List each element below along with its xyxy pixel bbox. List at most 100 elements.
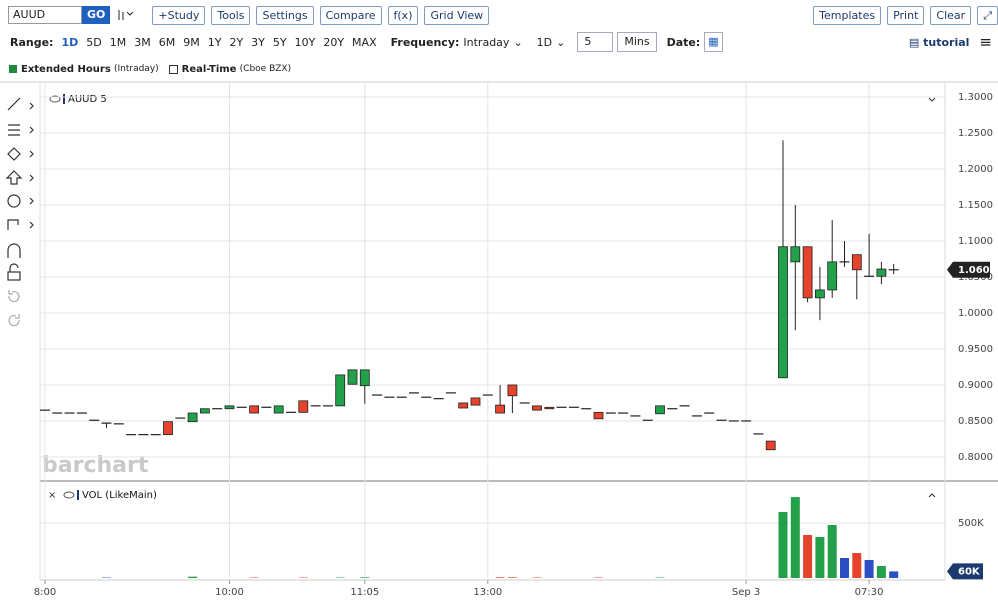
- close-icon[interactable]: ×: [48, 490, 56, 501]
- interval-input[interactable]: 5: [577, 32, 614, 52]
- candle-body: [765, 440, 776, 451]
- candle-body: [544, 406, 555, 410]
- tutorial-link[interactable]: ▤ tutorial: [908, 35, 970, 49]
- x-tick-label: Sep 3: [732, 587, 760, 598]
- range-option[interactable]: 20Y: [323, 35, 345, 49]
- series-title: AUUD 5: [68, 94, 107, 105]
- symbol-input[interactable]: AUUD: [8, 6, 82, 24]
- last-price-tag: [947, 261, 990, 278]
- volume-title: VOL (LikeMain): [82, 490, 157, 501]
- range-option[interactable]: 1M: [109, 35, 127, 49]
- x-tick-label: 07:30: [855, 587, 884, 598]
- volume-bar: [188, 576, 198, 578]
- range-option[interactable]: 10Y: [294, 35, 316, 49]
- date-picker[interactable]: ▦: [704, 32, 723, 52]
- period-select[interactable]: 1D: [536, 35, 553, 49]
- go-button[interactable]: GO: [82, 6, 111, 24]
- eye-icon[interactable]: [63, 491, 75, 499]
- tutorial-text[interactable]: tutorial: [923, 35, 970, 49]
- y-tick-label: 1.2000: [958, 164, 993, 175]
- candle-body: [876, 268, 887, 277]
- range-option[interactable]: 1Y: [207, 35, 222, 49]
- tool-arrow[interactable]: [29, 197, 34, 205]
- range-bar: Range: 1D 5D 1M 3M 6M 9M 1Y 2Y 3Y 5Y 10Y 20Y MAX Fre…: [0, 32, 998, 52]
- toolbar-button[interactable]: Settings: [256, 5, 314, 25]
- button-group: +Study Tools Settings Compare f(x) Grid View: [152, 5, 495, 25]
- candle-body: [187, 412, 198, 423]
- x-tick-label: 11:05: [350, 587, 379, 598]
- tool-arrow[interactable]: [29, 126, 34, 134]
- range-option[interactable]: 3Y: [251, 35, 265, 49]
- volume-bar: [827, 525, 837, 578]
- series-marker: [77, 490, 79, 500]
- tool-undo[interactable]: [8, 290, 20, 303]
- tool-annotation[interactable]: [5, 170, 23, 185]
- candle-body: [532, 405, 542, 411]
- legend: Extended Hours (Intraday) Real-Time (Cbo…: [0, 60, 998, 78]
- range-option[interactable]: 5D: [86, 35, 102, 49]
- range-option[interactable]: 6M: [158, 35, 176, 49]
- volume-bar: [790, 497, 800, 578]
- date-label: Date:: [666, 35, 701, 49]
- collapse-icon[interactable]: [928, 97, 936, 102]
- range-option[interactable]: 3M: [134, 35, 151, 49]
- toolbar-button[interactable]: Compare: [319, 5, 382, 25]
- toolbar-button[interactable]: Tools: [211, 5, 251, 25]
- menu-icon[interactable]: ≡: [979, 33, 992, 51]
- legend-extended-note: (Intraday): [113, 64, 159, 74]
- tool-fib[interactable]: [8, 124, 20, 136]
- eye-icon[interactable]: [49, 95, 61, 103]
- range-option[interactable]: MAX: [352, 35, 377, 49]
- tool-arrow[interactable]: [29, 174, 34, 182]
- tool-arrow[interactable]: [29, 102, 34, 110]
- tool-magnet[interactable]: [7, 243, 21, 258]
- tool-line[interactable]: [7, 97, 21, 111]
- last-volume-label: 60K: [958, 566, 981, 577]
- toolbar-button[interactable]: Templates: [813, 5, 882, 25]
- toolbar-button[interactable]: f(x): [387, 5, 419, 25]
- range-option[interactable]: 2Y: [229, 35, 244, 49]
- candle-body: [827, 261, 838, 291]
- tool-arrow[interactable]: [29, 150, 34, 158]
- candle-body: [778, 246, 788, 379]
- candle-body: [507, 384, 518, 397]
- candle-body: [655, 405, 665, 415]
- frequency-label: Frequency:: [390, 35, 460, 49]
- expand-icon[interactable]: [928, 493, 936, 498]
- volume-bar: [889, 571, 899, 578]
- candle-body: [199, 408, 210, 414]
- y-tick-label: 1.0000: [958, 308, 993, 319]
- range-option[interactable]: 1D: [61, 35, 79, 49]
- toolbar-button[interactable]: Print: [887, 5, 925, 25]
- y-tick-label: 0.8500: [958, 416, 993, 427]
- tool-lock-shackle[interactable]: [9, 263, 19, 272]
- y-tick-label: 1.1000: [958, 236, 993, 247]
- toolbar-button[interactable]: Clear: [930, 5, 972, 25]
- candle-body: [458, 402, 469, 409]
- volume-bar: [778, 512, 788, 578]
- toolbar-button[interactable]: +Study: [152, 5, 206, 25]
- drawing-tools[interactable]: [5, 97, 34, 327]
- y-tick-label: 0.9000: [958, 380, 993, 391]
- frequency-select[interactable]: Intraday: [463, 35, 510, 49]
- tool-arrow[interactable]: [29, 221, 34, 229]
- y-tick-label: 500K: [958, 518, 984, 529]
- tool-shape[interactable]: [7, 147, 21, 161]
- range-option[interactable]: 5Y: [272, 35, 287, 49]
- y-tick-label: 1.2500: [958, 128, 993, 139]
- interval-unit: Mins: [617, 32, 657, 52]
- tool-lock[interactable]: [7, 271, 21, 281]
- candle-body: [851, 254, 862, 271]
- fullscreen-button[interactable]: ⤢: [977, 5, 998, 25]
- range-option[interactable]: 9M: [183, 35, 200, 49]
- toolbar-button[interactable]: Grid View: [424, 5, 490, 25]
- tool-redo[interactable]: [8, 314, 20, 327]
- candle-body: [593, 411, 604, 420]
- chart-type-icon[interactable]: [116, 8, 138, 22]
- dropdown-caret[interactable]: ⌄: [513, 35, 523, 49]
- dropdown-caret[interactable]: ⌄: [556, 35, 566, 49]
- tool-measure[interactable]: [7, 219, 19, 230]
- tool-pattern[interactable]: [7, 194, 21, 208]
- volume-bar: [876, 566, 886, 578]
